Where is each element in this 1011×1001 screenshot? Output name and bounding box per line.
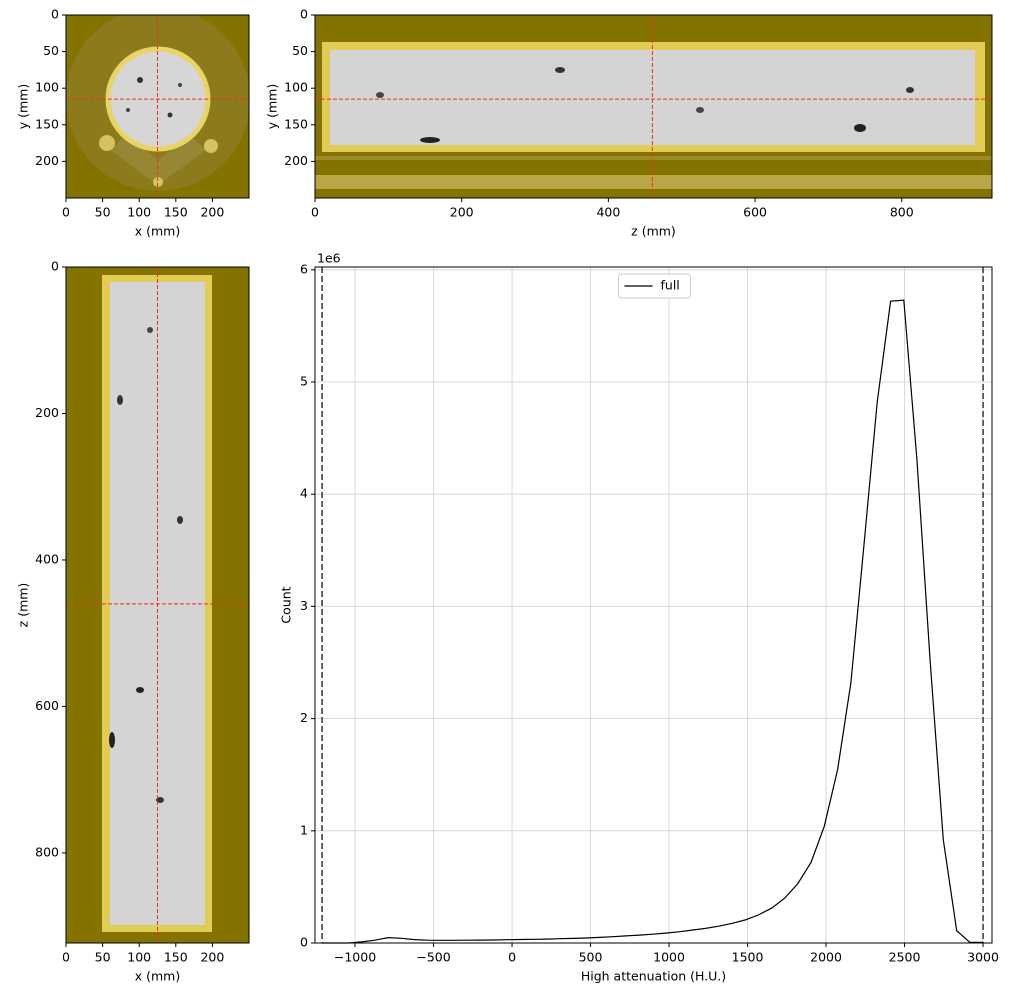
y-tick-label: 5 [300,374,308,389]
x-tick-label: 0 [62,950,70,965]
y-tick-label: 200 [284,153,308,168]
y-tick-label: 0 [300,7,308,22]
y-tick-label: 50 [43,43,59,58]
y-tick-label: 600 [35,698,59,713]
x-tick-label: 50 [95,950,111,965]
axes-frame [314,14,993,199]
x-tick-label: 0 [311,205,319,220]
x-tick-label: 50 [95,205,111,220]
x-tick-label: 200 [200,205,224,220]
x-tick-label: 500 [579,950,603,965]
x-axis-label: x (mm) [135,969,180,984]
y-tick-label: 6 [300,261,308,276]
y-tick-label: 0 [51,7,59,22]
y-tick-label: 150 [284,116,308,131]
x-tick-label: 3000 [967,950,999,965]
y-tick-label: 1 [300,822,308,837]
x-tick-label: 150 [164,950,188,965]
x-axis-label: x (mm) [135,224,180,239]
axes-frame [314,266,993,944]
y-tick-label: 4 [300,486,308,501]
y-offset-label: 1e6 [317,251,341,266]
x-axis-label: High attenuation (H.U.) [581,969,726,984]
y-tick-label: 0 [51,259,59,274]
x-tick-label: 800 [890,205,914,220]
y-tick-label: 3 [300,598,308,613]
x-tick-label: 400 [596,205,620,220]
image-sagittal [315,15,992,198]
y-axis-label: Count [279,586,294,623]
x-tick-label: 100 [127,950,151,965]
y-axis-label: y (mm) [265,84,280,129]
y-tick-label: 150 [35,116,59,131]
legend-box [618,273,691,299]
x-tick-label: 1000 [653,950,685,965]
y-tick-label: 100 [284,80,308,95]
x-tick-label: −1000 [334,950,376,965]
x-tick-label: 200 [450,205,474,220]
x-tick-label: −500 [416,950,450,965]
y-tick-label: 50 [292,43,308,58]
y-axis-label: z (mm) [16,583,31,628]
x-tick-label: 600 [743,205,767,220]
y-tick-label: 400 [35,551,59,566]
x-tick-label: 100 [127,205,151,220]
x-axis-label: z (mm) [631,224,676,239]
series-line [322,299,984,944]
y-tick-label: 800 [35,844,59,859]
legend-label: full [661,278,680,293]
axes-frame [65,14,250,199]
x-tick-label: 1500 [732,950,764,965]
x-tick-label: 150 [164,205,188,220]
x-tick-label: 200 [200,950,224,965]
y-axis-label: y (mm) [16,84,31,129]
y-tick-label: 200 [35,153,59,168]
x-tick-label: 2500 [889,950,921,965]
x-tick-label: 2000 [810,950,842,965]
y-tick-label: 200 [35,405,59,420]
x-tick-label: 0 [62,205,70,220]
y-tick-label: 100 [35,80,59,95]
axes-frame [65,266,250,944]
y-tick-label: 0 [300,935,308,950]
y-tick-label: 2 [300,710,308,725]
x-tick-label: 0 [508,950,516,965]
